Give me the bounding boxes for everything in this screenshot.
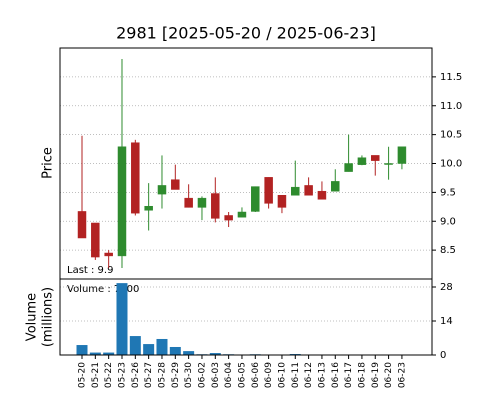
volume-bar: [76, 345, 88, 355]
candle-body: [104, 252, 113, 257]
x-tick-label: 06-10: [277, 362, 287, 388]
volume-bar: [103, 352, 115, 355]
candle-body: [291, 186, 300, 196]
y-axis-label: Price: [41, 147, 56, 179]
x-tick-label: 06-20: [384, 362, 394, 388]
y-tick-label: 8.5: [440, 245, 456, 256]
volume-bar: [156, 338, 168, 355]
x-tick-label: 06-06: [251, 362, 261, 388]
x-tick-label: 05-29: [171, 362, 181, 388]
candle-body: [317, 190, 327, 200]
candle-body: [224, 215, 233, 221]
y-tick-label: 0: [440, 350, 446, 361]
candle-body: [237, 211, 247, 218]
chart-title: 2981 [2025-05-20 / 2025-06-23]: [116, 24, 376, 43]
candle-body: [384, 163, 393, 165]
y-tick-label: 10.5: [440, 130, 462, 141]
volume-bar: [183, 351, 195, 355]
candle-body: [184, 197, 193, 208]
x-tick-label: 06-02: [197, 362, 207, 388]
y-tick-label: 9.0: [440, 216, 456, 227]
y-tick-label: 14: [440, 316, 453, 327]
y-tick-label: 10.0: [440, 159, 462, 170]
y-tick-label: 9.5: [440, 187, 456, 198]
y-tick-label: 28: [440, 282, 453, 293]
x-tick-label: 06-04: [224, 362, 234, 388]
candle-body: [197, 197, 207, 208]
x-tick-label: 06-13: [317, 362, 327, 388]
candle-body: [264, 177, 273, 204]
volume-axis-label: (millions): [41, 287, 56, 347]
last-annotation: Last : 9.9: [67, 265, 113, 276]
x-tick-label: 06-05: [237, 362, 247, 388]
x-tick-label: 06-17: [344, 362, 354, 388]
volume-frame: [59, 278, 433, 356]
volume-bar: [89, 352, 101, 355]
x-tick-label: 06-09: [264, 362, 274, 388]
x-tick-label: 06-19: [371, 362, 381, 388]
x-tick-label: 06-11: [291, 362, 301, 388]
candle-body: [357, 157, 367, 165]
volume-axis-label: Volume: [25, 293, 40, 341]
x-tick-label: 05-27: [144, 362, 154, 388]
volume-annotation: Volume : 7100: [67, 284, 139, 295]
x-tick-label: 06-18: [357, 362, 367, 388]
candle-body: [91, 222, 100, 258]
x-tick-label: 05-22: [104, 362, 114, 388]
x-tick-label: 05-26: [131, 362, 141, 388]
y-tick-label: 11.0: [440, 101, 462, 112]
volume-bar: [129, 336, 141, 355]
candle-body: [344, 163, 353, 172]
x-tick-label: 05-23: [117, 362, 127, 388]
candle-body: [77, 211, 87, 239]
x-tick-label: 06-16: [331, 362, 341, 388]
candle-body: [331, 181, 340, 192]
candle-body: [371, 155, 380, 161]
x-tick-label: 06-12: [304, 362, 314, 388]
x-tick-label: 06-23: [397, 362, 407, 388]
x-tick-label: 05-30: [184, 362, 194, 388]
x-tick-label: 05-20: [78, 362, 88, 388]
x-tick-label: 05-21: [91, 362, 101, 388]
candle-body: [171, 179, 180, 190]
candle-body: [131, 142, 140, 214]
candle-body: [251, 186, 260, 212]
y-tick-label: 11.5: [440, 72, 462, 83]
candle-body: [277, 195, 287, 208]
candle-body: [157, 185, 167, 195]
volume-bar: [143, 344, 155, 355]
volume-bar: [209, 353, 221, 355]
candle-body: [117, 146, 127, 257]
x-tick-label: 05-28: [157, 362, 167, 388]
candle-body: [211, 193, 220, 219]
candle-body: [397, 146, 407, 164]
volume-bar: [116, 283, 128, 355]
x-tick-label: 06-03: [211, 362, 221, 388]
candle-body: [144, 205, 153, 211]
volume-bar: [169, 346, 181, 355]
candle-body: [304, 185, 313, 196]
